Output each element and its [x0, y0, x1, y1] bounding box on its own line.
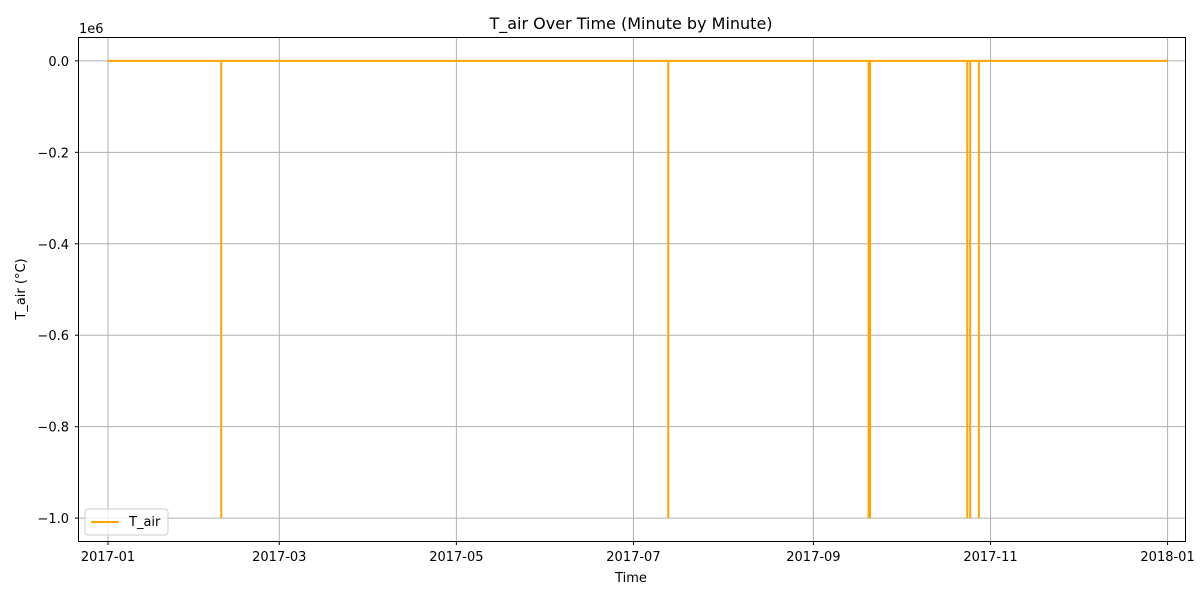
legend-label: T_air — [128, 515, 161, 530]
x-tick-label: 2017-09 — [786, 550, 840, 565]
y-offset-text: 1e6 — [79, 22, 104, 37]
y-tick-label: 0.0 — [48, 55, 69, 70]
y-axis-label: T_air (°C) — [14, 258, 29, 320]
x-tick-label: 2018-01 — [1140, 550, 1194, 565]
ticks: 2017-01 2017-03 2017-05 2017-07 2017-09 2017-… — [37, 55, 1194, 565]
y-tick-label: −0.6 — [37, 329, 69, 344]
x-tick-label: 2017-11 — [963, 550, 1017, 565]
series-layer — [108, 59, 1168, 519]
x-tick-label: 2017-05 — [429, 550, 483, 565]
chart-title: T_air Over Time (Minute by Minute) — [488, 14, 772, 34]
y-tick-label: −0.8 — [37, 421, 69, 436]
y-tick-label: −0.2 — [37, 146, 69, 161]
x-tick-label: 2017-01 — [81, 550, 135, 565]
x-axis-label: Time — [614, 571, 647, 586]
legend-box — [84, 508, 169, 536]
x-tick-label: 2017-03 — [252, 550, 306, 565]
x-tick-label: 2017-07 — [606, 550, 660, 565]
y-tick-label: −1.0 — [37, 512, 69, 527]
plot-frame — [78, 37, 1186, 542]
y-tick-label: −0.4 — [37, 238, 69, 253]
legend: T_air — [84, 508, 169, 536]
